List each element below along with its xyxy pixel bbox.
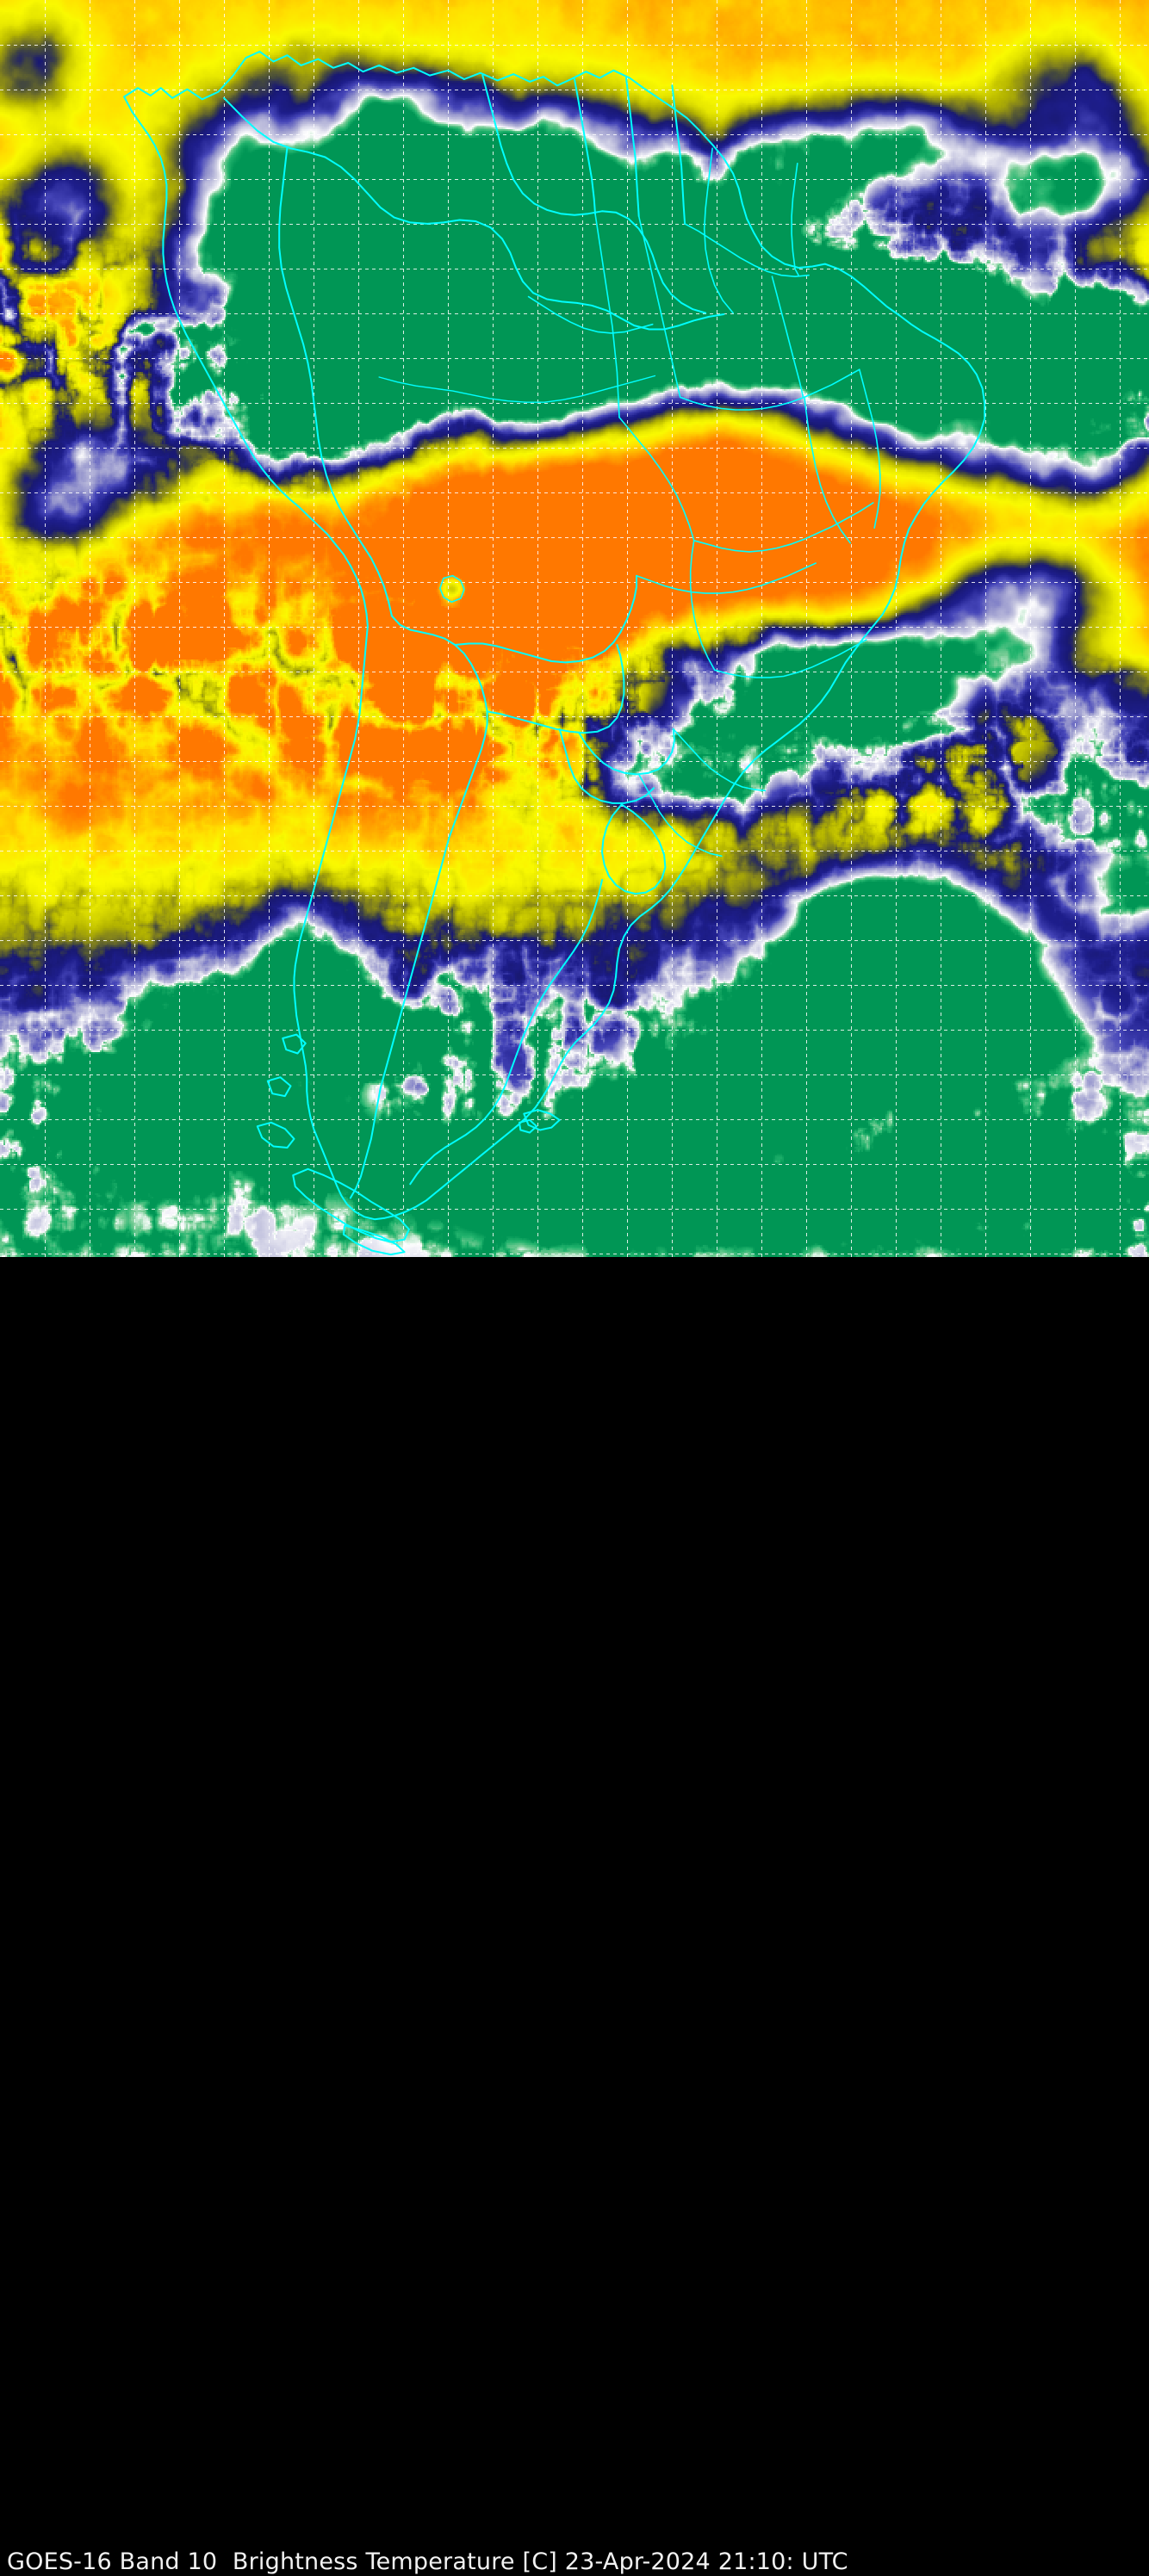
product-caption: GOES-16 Band 10 Brightness Temperature [… xyxy=(7,2548,848,2575)
caption-bar: GOES-16 Band 10 Brightness Temperature [… xyxy=(0,1257,1149,2575)
satellite-image-canvas xyxy=(0,0,1149,1257)
infrared-brightness-temperature-raster xyxy=(0,0,1149,1257)
